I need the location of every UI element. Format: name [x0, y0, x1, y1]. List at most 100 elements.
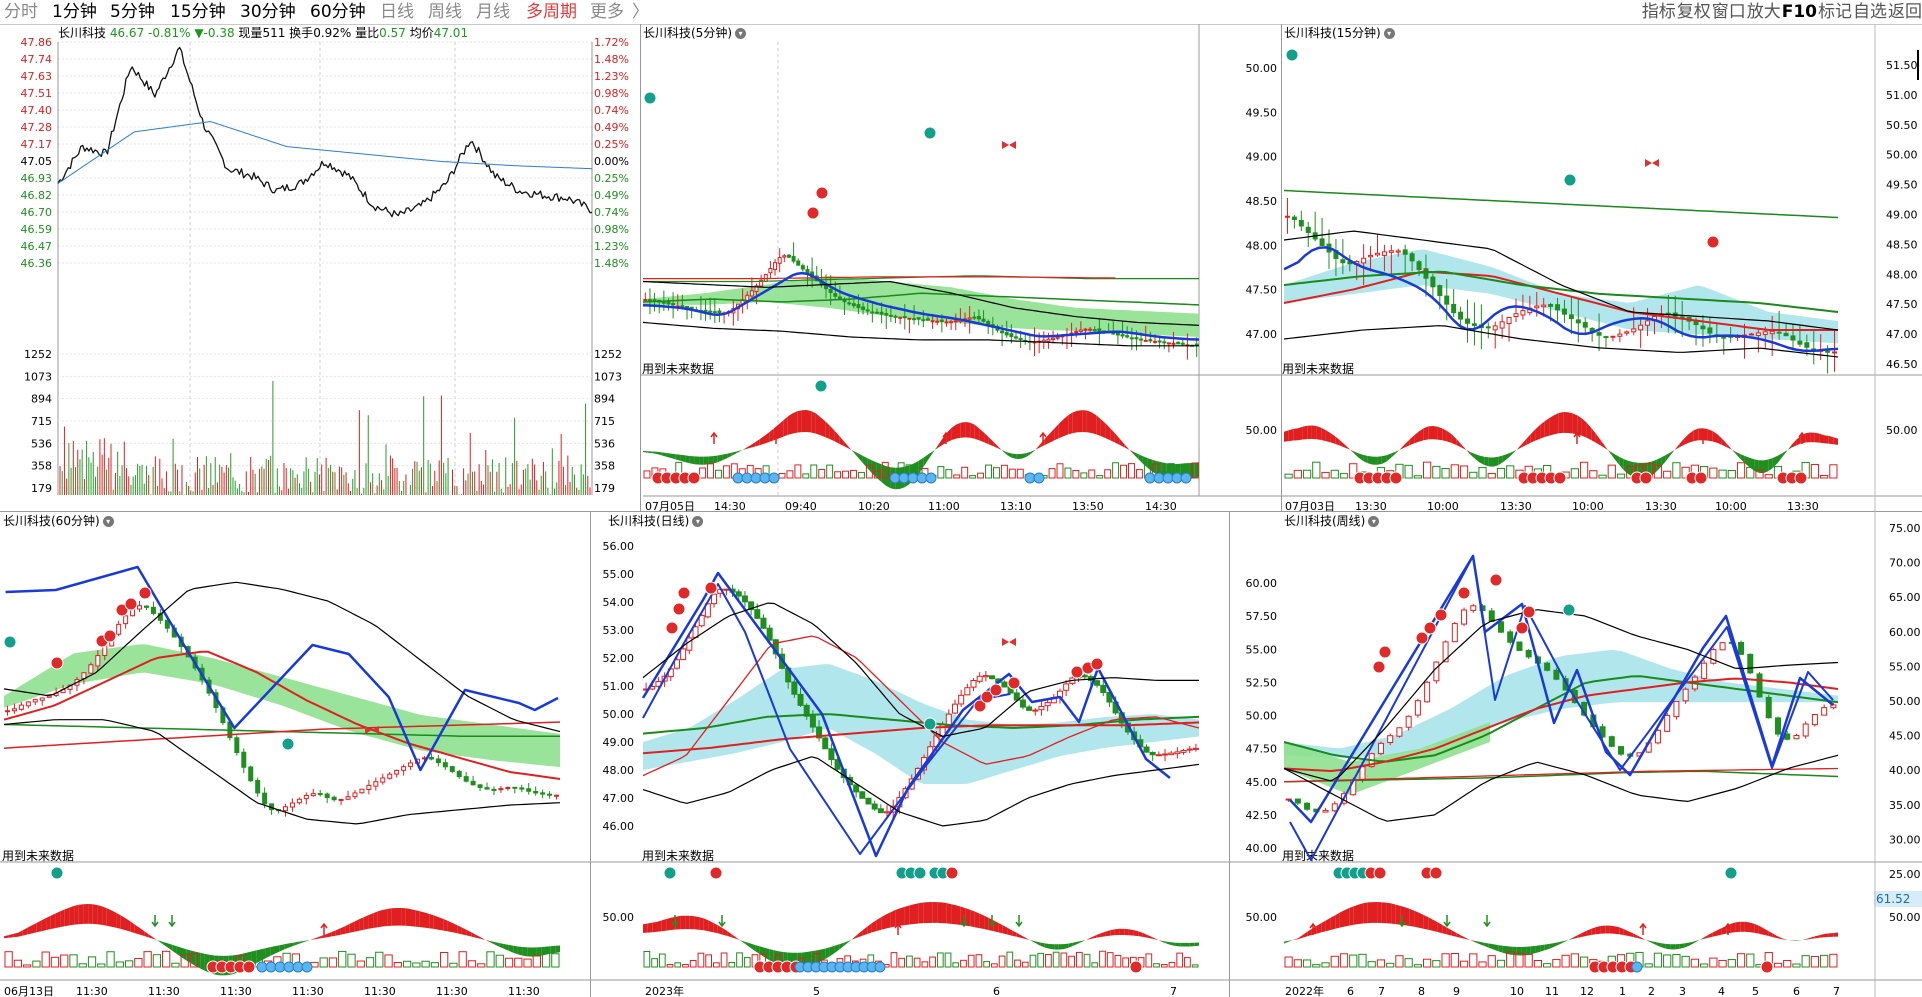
panel-title-weekly[interactable]: 长川科技(周线) ▾: [1284, 512, 1380, 529]
candle: [782, 255, 787, 258]
chevron-right-icon[interactable]: 〉: [632, 2, 649, 22]
volume-bar: [1709, 467, 1718, 479]
tool-zoom[interactable]: 放大: [1746, 2, 1781, 22]
candle: [1516, 641, 1523, 651]
candle: [435, 758, 441, 764]
period-tab-30min[interactable]: 30分钟: [240, 2, 296, 22]
tool-adjust[interactable]: 复权: [1676, 2, 1711, 22]
indicator-area: [1661, 455, 1666, 467]
indicator-area: [820, 948, 826, 962]
x-axis-label: 1: [1619, 985, 1626, 997]
volume-bar: [977, 472, 985, 479]
indicator-area: [643, 450, 648, 453]
indicator-area: [1330, 433, 1336, 444]
signal-blue-icon: [1631, 961, 1643, 973]
indicator-area: [1656, 457, 1662, 472]
candle: [723, 588, 730, 591]
indicator-area: [1026, 938, 1031, 941]
x-axis-label: 14:30: [714, 500, 746, 513]
volume-bar: [1145, 953, 1153, 968]
price-tick: 47.63: [21, 70, 53, 83]
signal-red-icon: [1553, 471, 1567, 485]
chevron-down-icon[interactable]: ▾: [692, 516, 704, 527]
candle: [1719, 642, 1726, 651]
y-tick: 49.50: [1246, 106, 1278, 119]
volume-bar: [1153, 963, 1160, 968]
tool-indicator[interactable]: 指标: [1641, 2, 1676, 22]
indicator-area: [1353, 451, 1359, 458]
candle: [754, 609, 761, 619]
candle: [401, 766, 407, 771]
panel-title-60min[interactable]: 长川科技(60分钟) ▾: [3, 512, 114, 529]
indicator-area: [340, 926, 346, 935]
candle: [759, 279, 764, 287]
period-tab-multi[interactable]: 多周期: [526, 2, 577, 22]
pct-tick: 0.00%: [594, 155, 629, 168]
indicator-area: [661, 452, 667, 457]
indicator-area: [717, 454, 723, 463]
volume-bar: [41, 951, 50, 968]
chevron-down-icon[interactable]: ▾: [1383, 28, 1395, 39]
indicator-area: [1703, 428, 1708, 441]
indicator-area: [1307, 425, 1312, 440]
tool-watchlist[interactable]: 自选: [1853, 2, 1887, 22]
indicator-area: [111, 910, 117, 928]
tool-f10[interactable]: F10: [1781, 2, 1817, 22]
panel-title-15min[interactable]: 长川科技(15分钟) ▾: [1284, 24, 1395, 41]
indicator-area: [144, 931, 149, 938]
volume-tick: 894: [31, 393, 52, 406]
candle: [1340, 259, 1346, 264]
candle: [449, 766, 455, 772]
period-tab-weekly[interactable]: 周线: [428, 2, 462, 22]
period-tab-intraday[interactable]: 分时: [4, 2, 38, 22]
period-tab-60min[interactable]: 60分钟: [310, 2, 366, 22]
indicator-area: [960, 422, 966, 438]
indicator-area: [713, 922, 718, 934]
indicator-area: [871, 920, 877, 933]
butterfly-icon: [365, 726, 379, 734]
period-tab-monthly[interactable]: 月线: [476, 2, 510, 22]
candle: [1465, 318, 1471, 324]
signal-red-icon: [1706, 235, 1720, 249]
indicator-area: [1110, 929, 1115, 936]
panel-title-5min[interactable]: 长川科技(5分钟) ▾: [643, 24, 746, 41]
indicator-area: [1138, 454, 1143, 464]
candle: [1525, 649, 1532, 658]
indicator-area: [1442, 924, 1447, 935]
volume-tick: 179: [594, 482, 615, 495]
candle: [1797, 340, 1803, 345]
volume-bar: [991, 963, 998, 968]
indicator-area: [675, 454, 681, 461]
period-tab-15min[interactable]: 15分钟: [170, 2, 226, 22]
tool-mark[interactable]: 标记: [1818, 2, 1852, 22]
volume-bar: [1056, 463, 1064, 479]
volume-bar: [1478, 467, 1487, 479]
chevron-down-icon[interactable]: ▾: [1368, 516, 1380, 527]
volume-bar: [643, 950, 651, 968]
period-tab-more[interactable]: 更多: [590, 2, 624, 22]
indicator-area: [1549, 415, 1554, 436]
indicator-area: [1386, 453, 1392, 462]
indicator-area: [1591, 428, 1596, 443]
indicator-area: [1437, 922, 1443, 934]
period-tab-5min[interactable]: 5分钟: [110, 2, 155, 22]
chevron-down-icon[interactable]: ▾: [102, 516, 114, 527]
period-tab-1min[interactable]: 1分钟: [52, 2, 97, 22]
indicator-area: [736, 450, 742, 454]
volume-bar: [1413, 475, 1423, 479]
indicator-area: [415, 910, 420, 928]
arrow-up-icon: [1724, 922, 1732, 929]
chevron-down-icon[interactable]: ▾: [735, 28, 746, 39]
candle: [686, 637, 693, 651]
intraday-title: 长川科技: [58, 26, 107, 40]
tool-back[interactable]: 返回: [1888, 2, 1922, 22]
arrow-up-icon: [1573, 431, 1581, 438]
period-tab-daily[interactable]: 日线: [380, 2, 414, 22]
candle: [796, 260, 801, 266]
panel-title-daily-text: 长川科技(日线): [608, 514, 690, 528]
panel-title-daily[interactable]: 长川科技(日线) ▾: [608, 512, 704, 529]
volume-bar: [778, 473, 786, 479]
candle: [989, 675, 996, 680]
tool-window[interactable]: 窗口: [1711, 2, 1746, 22]
x-axis-label: 11:30: [292, 985, 324, 997]
